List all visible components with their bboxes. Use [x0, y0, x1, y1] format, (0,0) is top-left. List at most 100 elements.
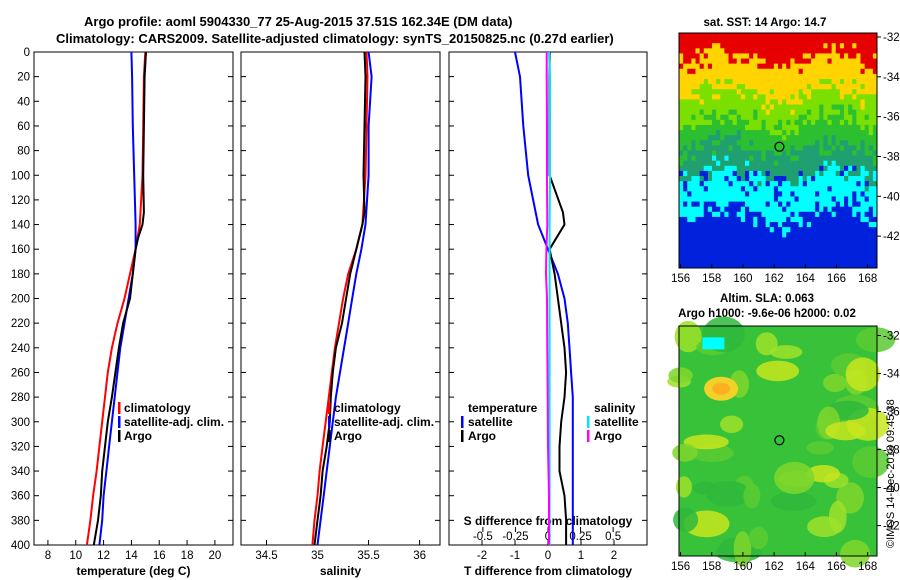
sst-cell — [827, 160, 833, 167]
sst-cell — [683, 196, 688, 202]
sst-cell — [679, 222, 684, 228]
sst-cell — [856, 257, 861, 264]
sst-cell — [736, 155, 742, 162]
sst-cell — [786, 247, 791, 254]
sst-cell — [745, 222, 750, 228]
sst-cell — [736, 33, 742, 39]
sst-cell — [831, 73, 837, 80]
sst-cell — [802, 191, 808, 197]
sst-cell — [786, 150, 791, 157]
sst-cell — [802, 63, 808, 70]
sst-cell — [806, 206, 812, 213]
sst-cell — [769, 104, 775, 111]
sst-cell — [844, 211, 849, 218]
sst-cell — [864, 196, 870, 202]
sst-cell — [790, 227, 795, 233]
sst-cell — [839, 38, 845, 44]
sst-cell — [753, 38, 758, 44]
sst-cell — [679, 176, 684, 182]
sst-cell — [757, 58, 762, 65]
sst-cell — [802, 114, 808, 121]
sla-blob — [806, 465, 840, 483]
sst-cell — [868, 155, 874, 162]
sst-cell — [831, 206, 837, 213]
sst-cell — [815, 222, 820, 228]
sst-cell — [844, 186, 849, 192]
sst-cell — [687, 48, 692, 54]
sst-cell — [728, 176, 734, 182]
sst-cell — [844, 89, 849, 95]
sst-cell — [757, 130, 762, 136]
sst-cell — [691, 130, 696, 136]
sst-cell — [757, 247, 762, 254]
sst-cell — [695, 206, 701, 213]
sst-cell — [679, 165, 684, 172]
sst-cell — [749, 150, 754, 157]
sst-cell — [848, 186, 853, 192]
sst-cell — [868, 114, 874, 121]
sst-cell — [782, 150, 787, 157]
sst-cell — [745, 232, 750, 238]
sst-cell — [852, 135, 857, 141]
sst-cell — [806, 242, 812, 248]
sst-cell — [868, 119, 874, 126]
sst-cell — [786, 196, 791, 202]
sst-cell — [819, 53, 824, 59]
sst-cell — [844, 176, 849, 182]
sst-cell — [707, 160, 713, 167]
sst-cell — [687, 68, 692, 75]
sst-cell — [798, 176, 804, 182]
sst-cell — [860, 196, 866, 202]
sst-cell — [839, 84, 845, 90]
sst-cell — [798, 170, 804, 177]
sst-cell — [761, 257, 767, 264]
sst-cell — [724, 196, 729, 202]
sst-cell — [790, 191, 795, 197]
sst-cell — [691, 181, 696, 187]
sst-cell — [811, 130, 816, 136]
sst-cell — [790, 94, 795, 100]
sst-cell — [712, 262, 717, 269]
sst-cell — [811, 227, 816, 233]
sst-cell — [852, 155, 857, 162]
sst-cell — [839, 191, 845, 197]
sst-cell — [740, 43, 746, 49]
sst-cell — [728, 242, 734, 248]
sst-cell — [724, 232, 729, 238]
sst-cell — [778, 89, 783, 95]
sst-cell — [815, 216, 820, 223]
sst-cell — [707, 176, 713, 182]
sst-cell — [716, 78, 721, 85]
sst-cell — [864, 191, 870, 197]
sst-cell — [732, 252, 738, 259]
sst-cell — [815, 78, 820, 85]
sst-cell — [782, 33, 787, 39]
sst-cell — [740, 135, 746, 141]
sst-cell — [794, 89, 800, 95]
sst-cell — [707, 181, 713, 187]
sst-cell — [823, 201, 828, 208]
sst-cell — [765, 124, 771, 131]
sst-cell — [683, 114, 688, 121]
sst-cell — [778, 257, 783, 264]
sst-cell — [761, 104, 767, 111]
sst-cell — [728, 135, 734, 141]
sst-cell — [736, 130, 742, 136]
sst-cell — [856, 155, 861, 162]
sst-cell — [683, 63, 688, 70]
sst-cell — [806, 78, 812, 85]
sst-cell — [691, 191, 696, 197]
sst-cell — [724, 242, 729, 248]
sst-cell — [823, 78, 828, 85]
sst-cell — [765, 257, 771, 264]
sst-cell — [707, 237, 713, 243]
sst-cell — [831, 38, 837, 44]
sst-cell — [848, 160, 853, 167]
sst-cell — [740, 242, 746, 248]
sst-cell — [769, 191, 775, 197]
sst-cell — [749, 176, 754, 182]
sst-cell — [786, 48, 791, 54]
sst-cell — [753, 63, 758, 70]
sst-cell — [815, 73, 820, 80]
sst-cell — [683, 191, 688, 197]
